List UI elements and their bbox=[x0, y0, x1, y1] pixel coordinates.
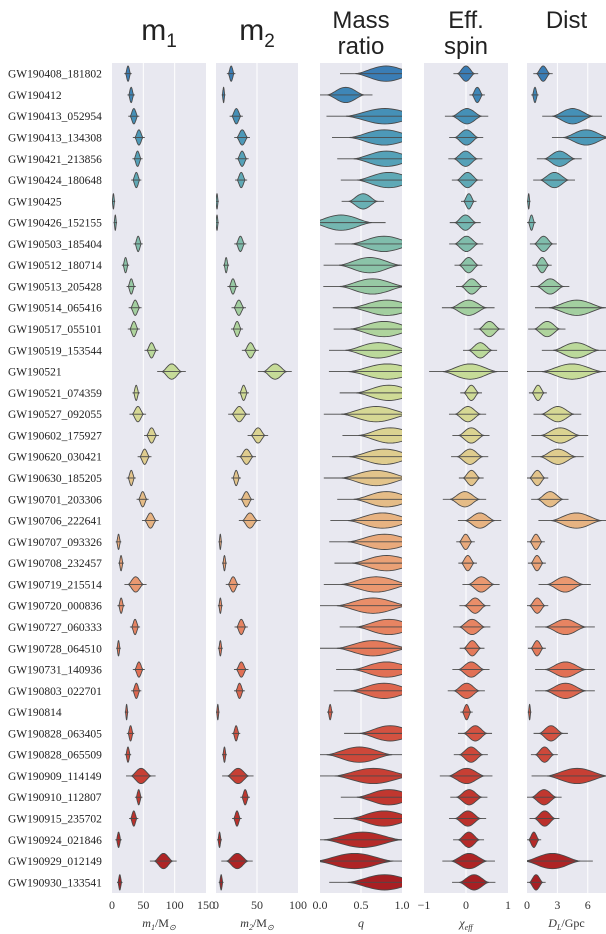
event-label: GW190803_022701 bbox=[8, 686, 102, 698]
panel-background bbox=[112, 63, 206, 893]
event-label: GW190706_222641 bbox=[8, 516, 102, 528]
tick-label: −1 bbox=[418, 898, 431, 912]
event-label: GW190828_065509 bbox=[8, 750, 102, 762]
event-label: GW190728_064510 bbox=[8, 643, 102, 655]
panel-title-line2: spin bbox=[444, 33, 488, 60]
event-label: GW190828_063405 bbox=[8, 728, 102, 740]
panel-title-line1: Mass bbox=[332, 7, 389, 34]
event-label: GW190719_215514 bbox=[8, 579, 102, 591]
panel-2 bbox=[216, 63, 298, 893]
event-label: GW190513_205428 bbox=[8, 281, 102, 293]
tick-label: 100 bbox=[289, 898, 307, 912]
tick-label: 100 bbox=[166, 898, 184, 912]
panel-title-line2: ratio bbox=[338, 33, 385, 60]
panel-1 bbox=[112, 63, 206, 893]
tick-label: 0 bbox=[524, 898, 530, 912]
panel-title: m2 bbox=[239, 14, 275, 52]
panel-title: m1 bbox=[141, 14, 177, 52]
event-label: GW190512_180714 bbox=[8, 260, 102, 272]
event-label: GW190519_153544 bbox=[8, 345, 102, 357]
event-label: GW190521_074359 bbox=[8, 388, 102, 400]
event-label: GW190924_021846 bbox=[8, 835, 102, 847]
event-label: GW190514_065416 bbox=[8, 303, 102, 315]
event-label: GW190814 bbox=[8, 707, 62, 719]
event-label: GW190701_203306 bbox=[8, 494, 102, 506]
panel-title: Dist bbox=[546, 7, 588, 34]
panel-title-text: m2 bbox=[239, 14, 275, 52]
panel-title: Eff.spin bbox=[444, 7, 488, 60]
event-label: GW190425 bbox=[8, 196, 62, 208]
event-label: GW190602_175927 bbox=[8, 430, 102, 442]
event-label: GW190503_185404 bbox=[8, 239, 102, 251]
event-label: GW190930_133541 bbox=[8, 877, 102, 889]
event-label: GW190424_180648 bbox=[8, 175, 102, 187]
event-label: GW190630_185205 bbox=[8, 473, 102, 485]
tick-label: 1 bbox=[505, 898, 511, 912]
panel-3 bbox=[320, 63, 402, 893]
event-label: GW190620_030421 bbox=[8, 452, 102, 464]
event-label: GW190426_152155 bbox=[8, 218, 102, 230]
tick-label: 6 bbox=[585, 898, 591, 912]
event-label: GW190909_114149 bbox=[8, 771, 102, 783]
tick-label: 0 bbox=[213, 898, 219, 912]
tick-label: 1.0 bbox=[395, 898, 410, 912]
panel-title-text: m1 bbox=[141, 14, 177, 52]
tick-label: 0.0 bbox=[313, 898, 328, 912]
event-label: GW190707_093326 bbox=[8, 537, 102, 549]
tick-label: 0.5 bbox=[354, 898, 369, 912]
panel-title-line1: Eff. bbox=[448, 7, 484, 34]
axis-label: m1/M⊙ bbox=[142, 916, 176, 932]
event-label: GW190720_000836 bbox=[8, 601, 102, 613]
tick-label: 150 bbox=[197, 898, 215, 912]
tick-label: 0 bbox=[109, 898, 115, 912]
event-label: GW190521 bbox=[8, 367, 62, 379]
event-label: GW190727_060333 bbox=[8, 622, 102, 634]
panel-5 bbox=[527, 63, 606, 893]
event-label: GW190731_140936 bbox=[8, 665, 102, 677]
panel-title-text: Dist bbox=[546, 7, 588, 34]
panel-4 bbox=[424, 63, 508, 893]
event-label: GW190910_112807 bbox=[8, 792, 102, 804]
tick-label: 3 bbox=[554, 898, 560, 912]
event-label: GW190929_012149 bbox=[8, 856, 102, 868]
event-label: GW190421_213856 bbox=[8, 154, 102, 166]
event-label: GW190412 bbox=[8, 90, 62, 102]
event-label: GW190413_134308 bbox=[8, 132, 102, 144]
event-label: GW190915_235702 bbox=[8, 814, 102, 826]
event-label: GW190408_181802 bbox=[8, 69, 102, 81]
tick-label: 0 bbox=[463, 898, 469, 912]
event-label: GW190708_232457 bbox=[8, 558, 102, 570]
event-label: GW190413_052954 bbox=[8, 111, 102, 123]
tick-label: 50 bbox=[251, 898, 263, 912]
axis-label: q bbox=[358, 916, 364, 930]
event-label: GW190527_092055 bbox=[8, 409, 102, 421]
tick-label: 50 bbox=[137, 898, 149, 912]
axis-label: DL/Gpc bbox=[547, 916, 584, 932]
event-label: GW190517_055101 bbox=[8, 324, 102, 336]
axis-label: χeff bbox=[458, 916, 474, 932]
axis-label: m2/M⊙ bbox=[240, 916, 274, 932]
